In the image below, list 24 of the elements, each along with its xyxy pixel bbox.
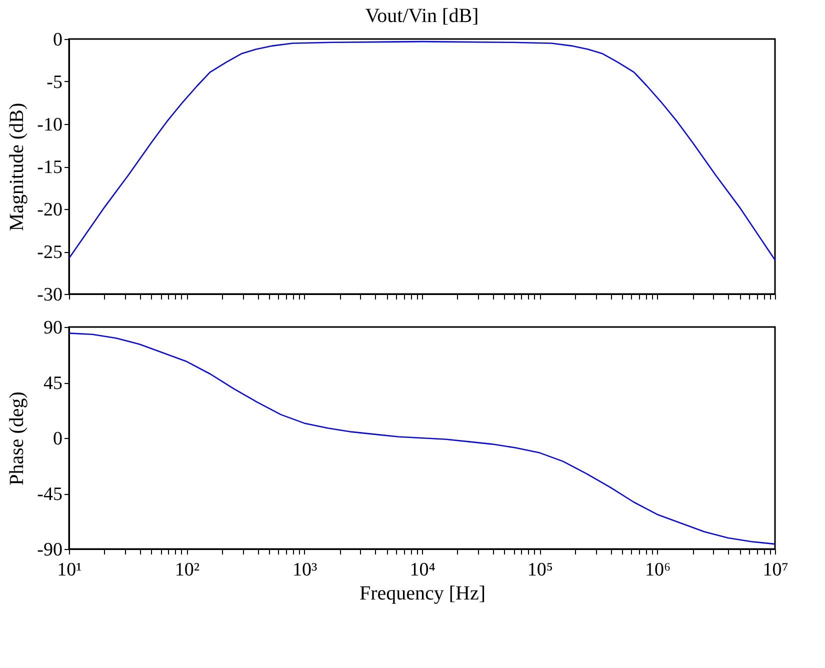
x-tick-label: 10² [174,560,200,580]
y-axis-title: Phase (deg) [6,392,28,486]
y-tick-label: -90 [37,540,62,560]
x-axis-title: Frequency [Hz] [359,582,486,604]
y-tick-label: -25 [37,242,62,263]
y-axis-title: Magnitude (dB) [6,102,28,232]
x-tick-label: 10⁷ [762,560,788,580]
x-tick-label: 10¹ [57,560,82,580]
y-tick-label: 90 [44,318,62,338]
x-tick-label: 10⁴ [410,560,436,580]
y-tick-label: 45 [44,373,62,394]
y-tick-label: 0 [53,30,62,50]
y-tick-label: -10 [37,114,62,136]
x-tick-label: 10⁵ [527,560,553,580]
y-tick-label: -5 [46,72,62,93]
y-tick-label: -30 [37,284,62,306]
x-tick-label: 10³ [292,560,318,580]
y-tick-label: -15 [37,157,62,178]
y-tick-label: -45 [37,484,62,505]
y-tick-label: 0 [53,428,62,450]
y-tick-label: -20 [37,200,62,220]
chart-title: Vout/Vin [dB] [365,5,479,27]
x-tick-label: 10⁶ [645,560,671,580]
line-series [68,332,776,545]
